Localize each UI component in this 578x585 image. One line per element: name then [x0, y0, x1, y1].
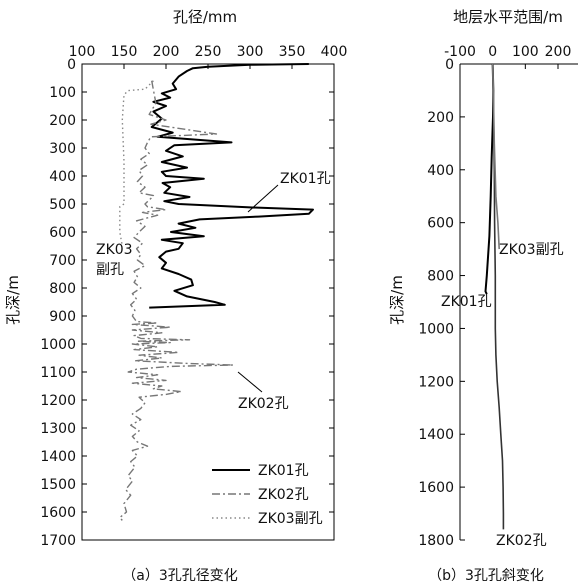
x-tick-label: 250 [195, 44, 222, 60]
legend-zk01-label: ZK01孔 [258, 463, 309, 479]
y-tick-label: 800 [49, 281, 76, 297]
chart-b-series [484, 63, 505, 530]
y-tick-label: 800 [427, 269, 454, 285]
y-tick-label: 500 [49, 197, 76, 213]
x-tick-label: 150 [111, 44, 138, 60]
chart-b-x-axis-title: 地层水平范围/m [453, 8, 563, 26]
y-tick-label: 1200 [418, 374, 454, 390]
chart-a-ticks: 100 150 200 250 300 350 4000100200300400500600… [40, 44, 347, 549]
y-tick-label: 1200 [40, 393, 76, 409]
zk03-annotation-line1: ZK03 [96, 242, 133, 258]
chart-a-caption: （a）3孔孔径变化 [122, 568, 238, 584]
y-tick-label: 1000 [40, 337, 76, 353]
y-tick-label: 0 [67, 57, 76, 73]
y-tick-label: 600 [427, 216, 454, 232]
chart-a-legend: ZK01孔 ZK02孔 ZK03副孔 [212, 463, 323, 527]
y-tick-label: 1500 [40, 477, 76, 493]
y-tick-label: 700 [49, 253, 76, 269]
y-tick-label: 1800 [418, 533, 454, 549]
y-tick-label: 400 [49, 169, 76, 185]
chart-a-annotations: ZK01孔 ZK02孔 ZK03 副孔 [96, 171, 331, 412]
y-tick-label: 1000 [418, 321, 454, 337]
y-tick-label: 1400 [40, 449, 76, 465]
series-line-ZK01孔 [484, 63, 495, 295]
y-tick-label: 100 [49, 85, 76, 101]
zk01-annotation: ZK01孔 [280, 171, 331, 187]
chart-b-caption: （b）3孔孔斜变化 [428, 568, 544, 584]
x-tick-label: 400 [321, 44, 348, 60]
y-tick-label: 300 [49, 141, 76, 157]
chart-a-x-axis-title: 孔径/mm [173, 8, 237, 26]
y-tick-label: 600 [49, 225, 76, 241]
x-tick-label: 0 [488, 44, 497, 60]
zk02-annotation-b: ZK02孔 [496, 533, 547, 549]
y-tick-label: 200 [49, 113, 76, 129]
zk01-annotation-b: ZK01孔 [441, 294, 492, 310]
zk02-annotation-leader [237, 371, 263, 393]
y-tick-label: 1300 [40, 421, 76, 437]
series-line-ZK02孔 [491, 63, 505, 530]
chart-a-y-axis-title: 孔深/m [4, 275, 22, 325]
zk03-annotation-line2: 副孔 [96, 262, 124, 278]
y-tick-label: 1100 [40, 365, 76, 381]
y-tick-label: 900 [49, 309, 76, 325]
chart-b-hole-inclination: 地层水平范围/m 孔深/m -100 0 100 200020040060080010… [388, 8, 578, 584]
legend-zk02-label: ZK02孔 [258, 487, 309, 503]
zk03-annotation-b: ZK03副孔 [499, 242, 564, 258]
y-tick-label: 200 [427, 110, 454, 126]
series-line-ZK03副孔 [491, 63, 500, 250]
x-tick-label: 350 [279, 44, 306, 60]
y-tick-label: 0 [445, 57, 454, 73]
x-tick-label: -100 [444, 44, 476, 60]
y-tick-label: 1600 [418, 480, 454, 496]
x-tick-label: 100 [69, 44, 96, 60]
chart-a-hole-diameter: 孔径/mm 孔深/m 100 150 200 250 300 350 40001002003… [4, 8, 347, 584]
series-line-ZK01孔 [149, 63, 314, 309]
y-tick-label: 1700 [40, 533, 76, 549]
y-tick-label: 1600 [40, 505, 76, 521]
zk01-annotation-leader [247, 184, 279, 213]
series-line-ZK02孔 [119, 80, 234, 521]
x-tick-label: 100 [512, 44, 539, 60]
x-tick-label: 200 [153, 44, 180, 60]
chart-b-ticks: -100 0 100 20002004006008001000120014001600… [418, 44, 571, 549]
x-tick-label: 200 [545, 44, 572, 60]
chart-b-annotations: ZK03副孔 ZK01孔 ZK02孔 [441, 242, 564, 549]
chart-b-y-axis-title: 孔深/m [388, 275, 406, 325]
legend-zk03-label: ZK03副孔 [258, 511, 323, 527]
chart-a-series [119, 63, 314, 521]
y-tick-label: 1400 [418, 427, 454, 443]
y-tick-label: 400 [427, 163, 454, 179]
zk02-annotation: ZK02孔 [238, 396, 289, 412]
x-tick-label: 300 [237, 44, 264, 60]
